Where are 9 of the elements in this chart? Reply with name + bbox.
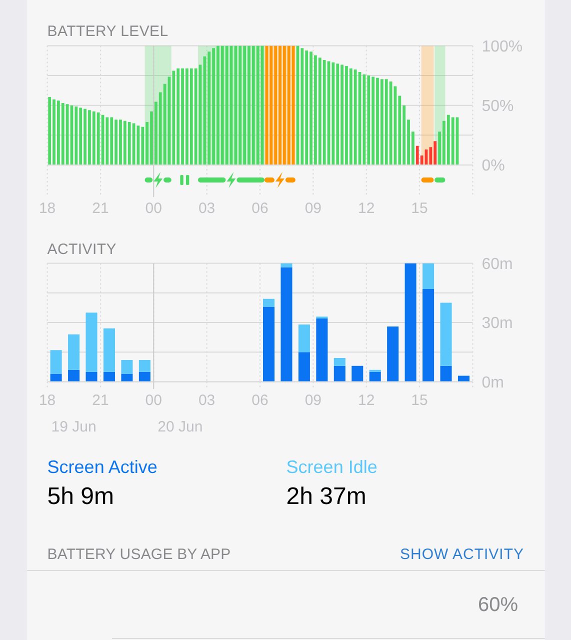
chart-title: ACTIVITY: [47, 241, 116, 258]
text: Screen Idle: [286, 456, 378, 477]
text: BATTERY USAGE BY APP: [47, 546, 231, 564]
text: 2h 37m: [286, 482, 366, 510]
text: 5h 9m: [47, 482, 114, 510]
text: Screen Active: [47, 456, 158, 477]
text: 60%: [478, 594, 518, 616]
chart-title: BATTERY LEVEL: [47, 23, 168, 40]
text: SHOW ACTIVITY: [400, 546, 524, 564]
